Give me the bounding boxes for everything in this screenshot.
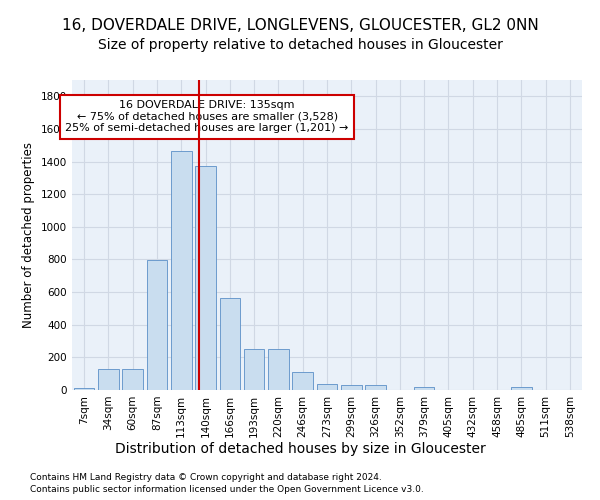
Bar xyxy=(268,349,289,390)
Text: 16 DOVERDALE DRIVE: 135sqm
← 75% of detached houses are smaller (3,528)
25% of s: 16 DOVERDALE DRIVE: 135sqm ← 75% of deta… xyxy=(65,100,349,134)
Text: Size of property relative to detached houses in Gloucester: Size of property relative to detached ho… xyxy=(98,38,502,52)
Text: Contains HM Land Registry data © Crown copyright and database right 2024.: Contains HM Land Registry data © Crown c… xyxy=(30,472,382,482)
Bar xyxy=(317,384,337,390)
Bar xyxy=(341,385,362,390)
Text: 16, DOVERDALE DRIVE, LONGLEVENS, GLOUCESTER, GL2 0NN: 16, DOVERDALE DRIVE, LONGLEVENS, GLOUCES… xyxy=(62,18,538,32)
Bar xyxy=(171,151,191,390)
Bar xyxy=(74,388,94,390)
Bar xyxy=(220,298,240,390)
Bar xyxy=(146,260,167,390)
Bar xyxy=(195,166,216,390)
Bar xyxy=(244,349,265,390)
Bar xyxy=(365,385,386,390)
Bar xyxy=(511,386,532,390)
Bar xyxy=(122,369,143,390)
Y-axis label: Number of detached properties: Number of detached properties xyxy=(22,142,35,328)
Bar xyxy=(414,386,434,390)
Text: Contains public sector information licensed under the Open Government Licence v3: Contains public sector information licen… xyxy=(30,485,424,494)
Bar xyxy=(292,372,313,390)
Bar xyxy=(98,369,119,390)
Text: Distribution of detached houses by size in Gloucester: Distribution of detached houses by size … xyxy=(115,442,485,456)
